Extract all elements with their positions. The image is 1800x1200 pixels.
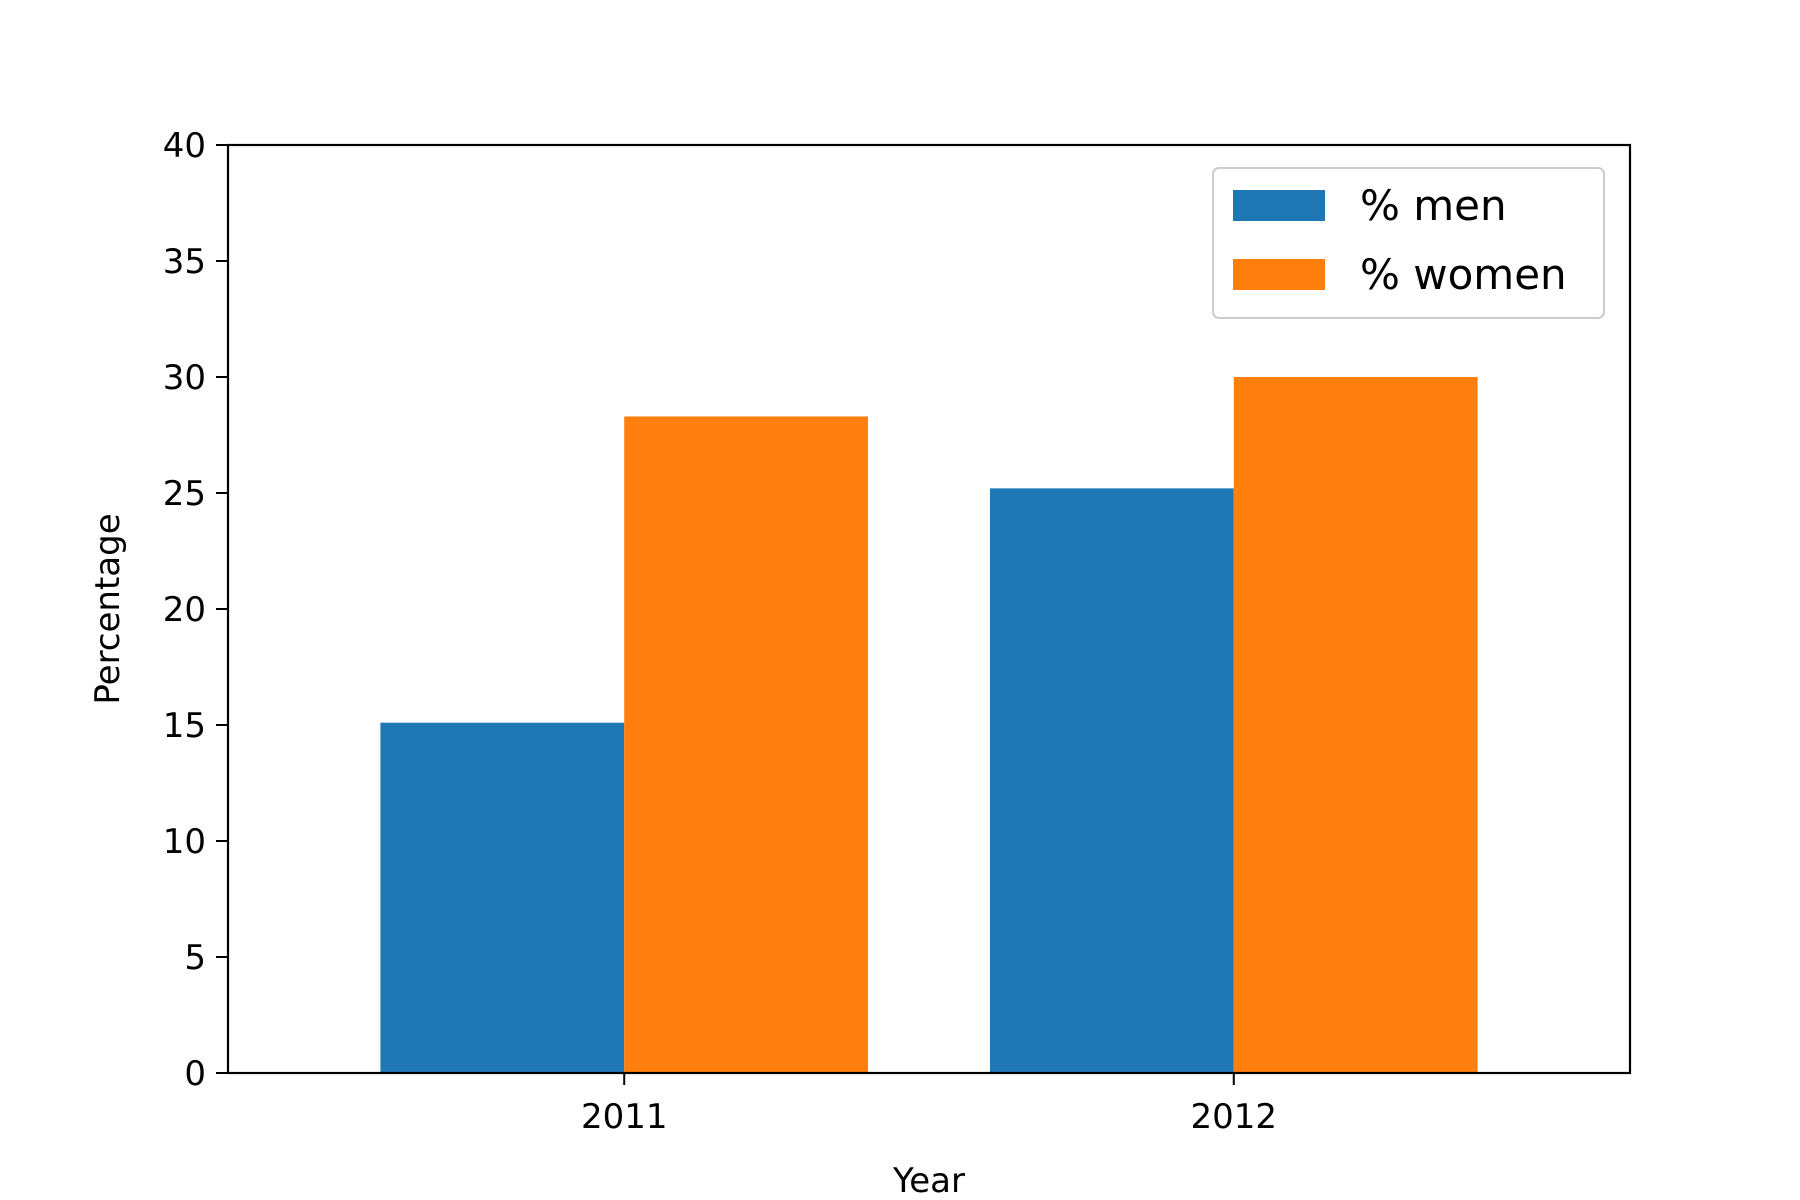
bar-women-2011	[624, 416, 869, 1073]
y-tick-label: 0	[184, 1054, 206, 1094]
y-axis-ticks: 0 5 10 15 20 25 30 35 40	[163, 126, 228, 1094]
legend-label-women: % women	[1360, 250, 1567, 299]
y-tick-label: 25	[163, 474, 206, 514]
x-axis-ticks: 2011 2012	[581, 1073, 1277, 1137]
legend-swatch-men	[1233, 190, 1325, 221]
y-tick-label: 10	[163, 822, 206, 862]
legend-label-men: % men	[1360, 181, 1507, 230]
x-tick-label: 2012	[1191, 1097, 1278, 1137]
y-tick-label: 15	[163, 706, 206, 746]
legend-swatch-women	[1233, 259, 1325, 290]
legend: % men % women	[1212, 167, 1605, 319]
bars-group	[380, 377, 1478, 1073]
x-tick-label: 2011	[581, 1097, 668, 1137]
y-tick-label: 30	[163, 358, 206, 398]
y-tick-label: 40	[163, 126, 206, 166]
y-axis-label: Percentage	[88, 513, 128, 704]
x-axis-label: Year	[892, 1161, 965, 1200]
y-tick-label: 5	[184, 938, 206, 978]
bar-men-2012	[989, 488, 1234, 1073]
y-tick-label: 35	[163, 242, 206, 282]
bar-men-2011	[380, 722, 625, 1073]
y-tick-label: 20	[163, 590, 206, 630]
bar-women-2012	[1233, 377, 1478, 1073]
